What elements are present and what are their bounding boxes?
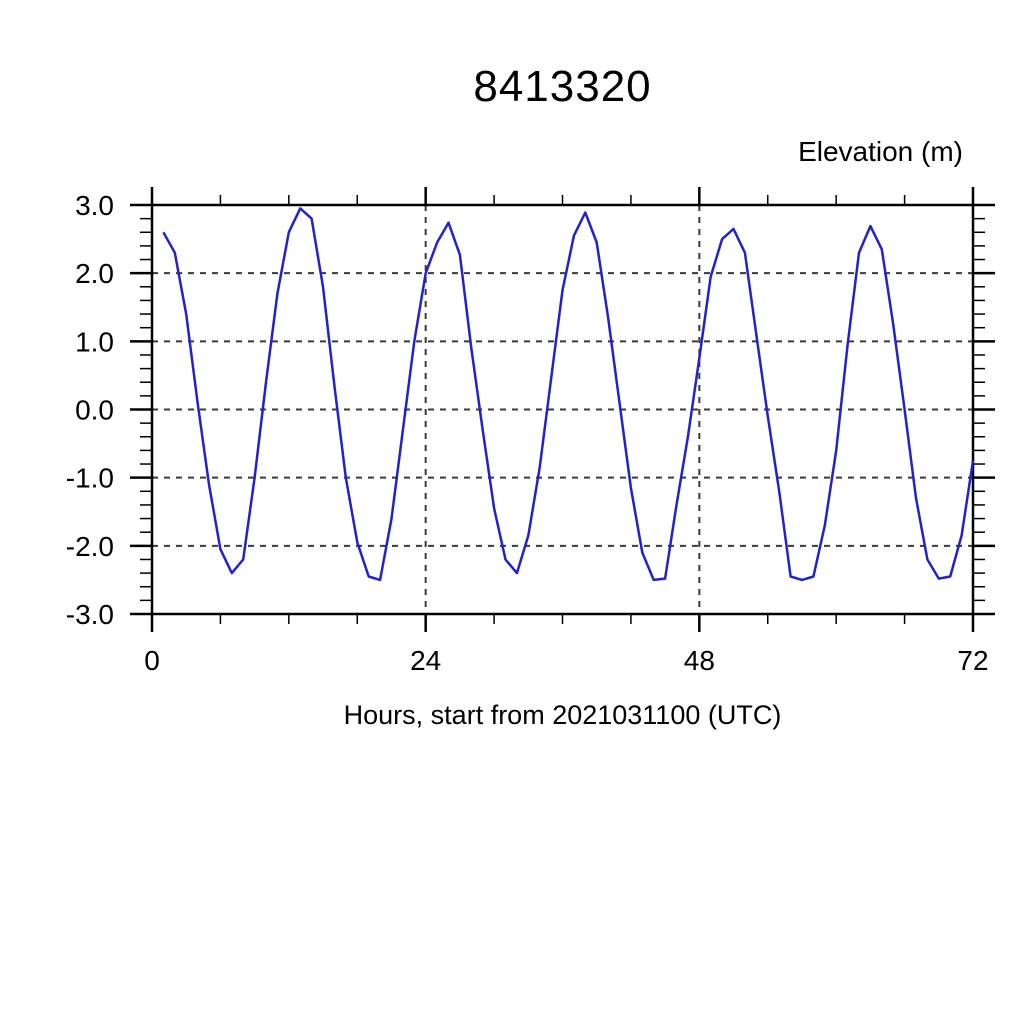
- chart-title: 8413320: [473, 62, 652, 111]
- y-tick-label: -3.0: [66, 599, 114, 630]
- x-tick-label: 48: [684, 645, 715, 676]
- y-tick-label: 1.0: [75, 326, 114, 357]
- x-axis-title: Hours, start from 2021031100 (UTC): [343, 700, 782, 730]
- x-tick-label: 0: [144, 645, 160, 676]
- x-tick-label: 24: [410, 645, 441, 676]
- x-tick-label: 72: [957, 645, 988, 676]
- tide-curve: [162, 207, 975, 582]
- y-tick-label: -2.0: [66, 531, 114, 562]
- y-tick-label: 2.0: [75, 258, 114, 289]
- y-tick-label: 3.0: [75, 190, 114, 221]
- y-tick-label: 0.0: [75, 395, 114, 426]
- y-axis-title: Elevation (m): [798, 136, 963, 167]
- y-tick-label: -1.0: [66, 463, 114, 494]
